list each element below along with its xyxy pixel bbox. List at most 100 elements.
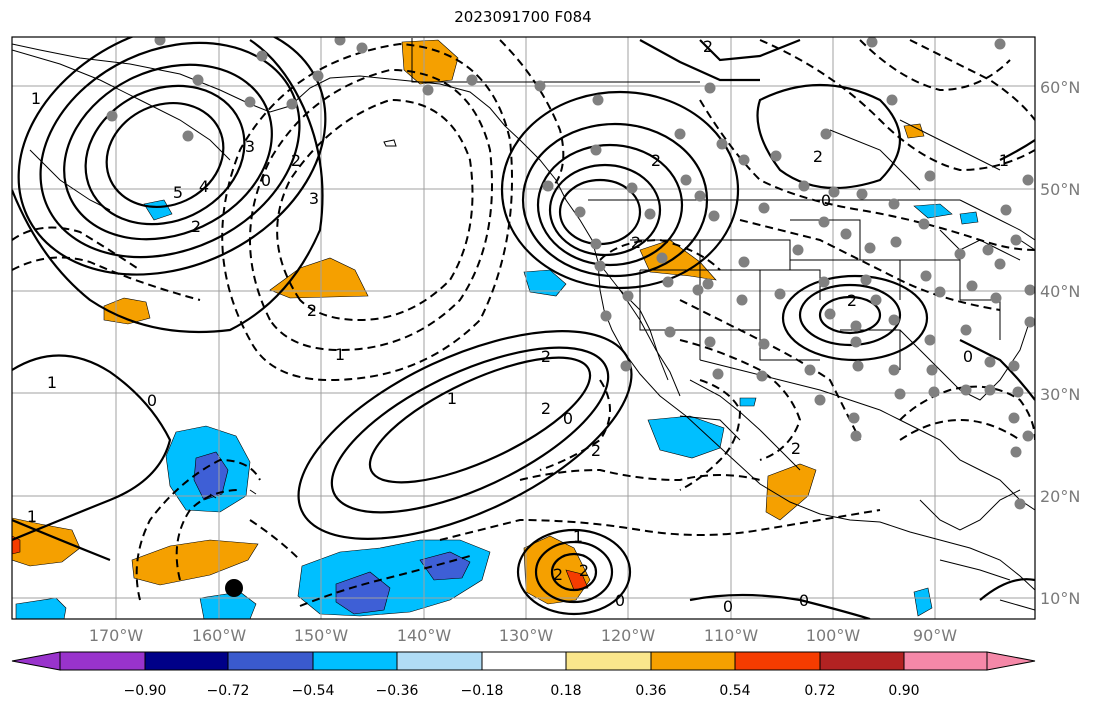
lon-label: 140°W: [397, 626, 452, 645]
lon-label: 110°W: [704, 626, 759, 645]
contour-label: 1: [31, 89, 41, 108]
colorbar: [11, 651, 1036, 671]
colorbar-tick: −0.18: [461, 683, 504, 699]
contour-label: 2: [591, 441, 601, 460]
colorbar-tick: 0.18: [550, 683, 581, 699]
colorbar-tick: 0.54: [719, 683, 750, 699]
contour-label: 2: [651, 151, 661, 170]
blue-shade: [913, 203, 953, 219]
contour-label: 2: [307, 301, 317, 320]
contour-label: 2: [847, 291, 857, 310]
lat-label: 40°N: [1040, 282, 1080, 301]
colorbar-segment: [819, 651, 905, 671]
orange-shade: [12, 517, 81, 567]
contour-label: 0: [147, 391, 157, 410]
lon-label: 100°W: [806, 626, 861, 645]
solid-contours: [12, 37, 1035, 619]
royal-shade: [419, 551, 471, 581]
contour-label: 2: [791, 439, 801, 458]
contour-label: 0: [563, 409, 573, 428]
contour-label: 1: [447, 389, 457, 408]
graticule: [12, 37, 1035, 619]
orange-shade: [131, 539, 259, 586]
contour-label: 0: [615, 591, 625, 610]
contour-label: 2: [813, 147, 823, 166]
dashed-contours: [12, 39, 1035, 607]
colorbar-tick: 0.36: [635, 683, 666, 699]
lon-label: 130°W: [499, 626, 554, 645]
colorbar-tick: −0.90: [124, 683, 167, 699]
colorbar-ticks: −0.90 −0.72 −0.54 −0.36 −0.18 0.18 0.36 …: [124, 683, 920, 699]
contour-label: 2: [579, 561, 589, 580]
contour-label: 1: [999, 151, 1009, 170]
longitude-labels: 170°W 160°W 150°W 140°W 130°W 120°W 110°…: [89, 626, 957, 645]
contour-label: 0: [723, 597, 733, 616]
colorbar-segment: [565, 651, 652, 671]
map-background: [12, 37, 1035, 619]
colorbar-tick: 0.72: [804, 683, 835, 699]
colorbar-segment: [144, 651, 229, 671]
orange-shade: [903, 123, 925, 139]
blue-shade: [15, 597, 67, 619]
contour-label: 2: [541, 399, 551, 418]
lat-label: 60°N: [1040, 78, 1080, 97]
royal-shade: [335, 571, 391, 615]
lat-label: 20°N: [1040, 487, 1080, 506]
latitude-labels: 60°N 50°N 40°N 30°N 20°N 10°N: [1040, 78, 1080, 608]
contour-label: 1: [573, 527, 583, 546]
contour-label: 1: [27, 507, 37, 526]
colorbar-segment: [312, 651, 398, 671]
blue-shade: [959, 211, 979, 225]
colorbar-segment: [227, 651, 314, 671]
colorbar-tick: −0.36: [376, 683, 419, 699]
lat-label: 30°N: [1040, 385, 1080, 404]
contour-label: 0: [963, 347, 973, 366]
contour-label: 1: [47, 373, 57, 392]
contour-label: 0: [821, 191, 831, 210]
map-frame: [11, 36, 1036, 620]
lat-label: 50°N: [1040, 180, 1080, 199]
contour-label: 3: [245, 137, 255, 156]
lon-label: 160°W: [192, 626, 247, 645]
blue-shade: [523, 269, 567, 297]
lon-label: 150°W: [294, 626, 349, 645]
contour-label: 2: [541, 347, 551, 366]
blue-shade: [913, 587, 933, 617]
contour-label: 1: [335, 345, 345, 364]
station-dots: [106, 37, 1035, 510]
lat-label: 10°N: [1040, 589, 1080, 608]
contour-label: 2: [631, 233, 641, 252]
colorbar-segment: [903, 651, 988, 671]
contour-label: 5: [173, 183, 183, 202]
colorbar-segment: [650, 651, 736, 671]
colorbar-segment: [734, 651, 821, 671]
orange-shade: [269, 257, 369, 299]
map-title: 2023091700 F084: [454, 8, 592, 26]
contour-label: 2: [553, 565, 563, 584]
colorbar-extend-left: [11, 651, 61, 671]
marker-dot: [225, 579, 243, 597]
colorbar-extend-right: [986, 651, 1036, 671]
lon-label: 120°W: [601, 626, 656, 645]
contour-label: 4: [199, 177, 209, 196]
orange-shade: [401, 39, 459, 85]
contour-label: 2: [703, 37, 713, 56]
colorbar-tick: −0.54: [292, 683, 335, 699]
blue-shade: [739, 397, 757, 407]
contour-label: 2: [191, 217, 201, 236]
lon-label: 90°W: [913, 626, 957, 645]
colorbar-tick: −0.72: [207, 683, 250, 699]
red-shade: [565, 569, 589, 591]
colorbar-segment: [59, 651, 146, 671]
contour-label: 0: [799, 591, 809, 610]
lon-label: 170°W: [89, 626, 144, 645]
colorbar-segment: [481, 651, 567, 671]
colorbar-segment: [396, 651, 483, 671]
colorbar-tick: 0.90: [888, 683, 919, 699]
contour-label: 2: [291, 151, 301, 170]
blue-shade: [143, 199, 173, 221]
contour-label: 0: [261, 171, 271, 190]
contour-label: 3: [309, 189, 319, 208]
contour-labels: 1 2 3 4 5 0 2 3 2 1 2 2 2 0 1 0 2 2 1 0 …: [27, 37, 1009, 616]
